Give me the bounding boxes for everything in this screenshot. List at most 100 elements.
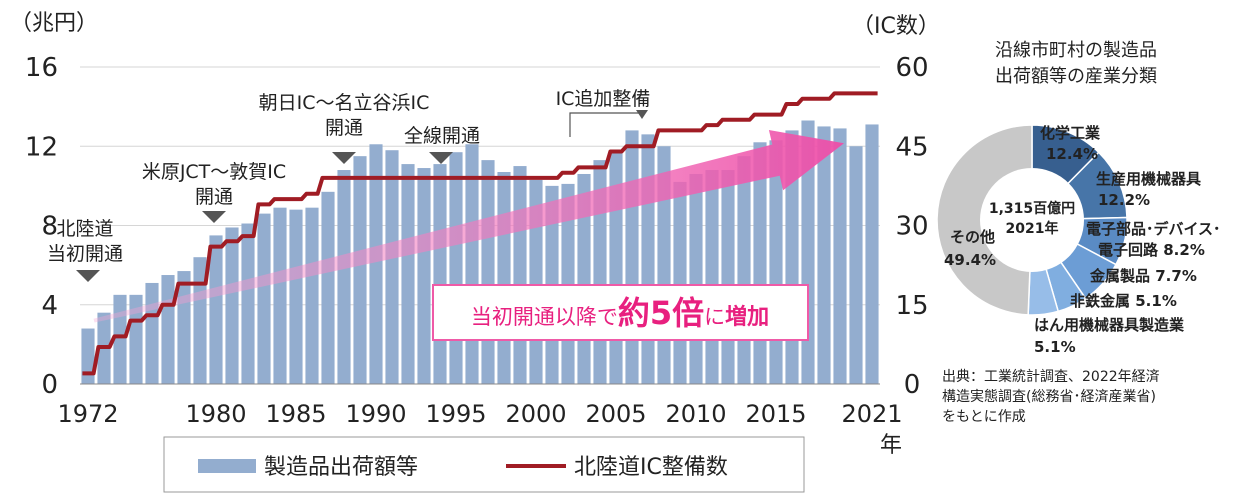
x-tick-label: 1985: [265, 400, 326, 428]
legend-bar-label: 製造品出荷額等: [264, 455, 418, 480]
x-axis-ticks: 1972 1980 1985 1990 1995 2000 2005 2010 2015 2021: [57, 400, 902, 428]
pie-value-chemical: 12.4%: [1046, 145, 1098, 163]
pie-title-line-2: 出荷額等の産業分類: [995, 66, 1157, 87]
left-axis-ticks: 0 4 8 12 16: [25, 53, 58, 400]
bar: [273, 207, 287, 384]
bar: [497, 172, 511, 384]
industry-pie-chart: 沿線市町村の製造品 出荷額等の産業分類 1,315百億円 2021年 化学工業 …: [936, 40, 1221, 425]
y-tick-right: 30: [895, 212, 928, 242]
bar: [225, 227, 239, 384]
bar: [161, 275, 175, 384]
x-tick-label: 1980: [185, 400, 246, 428]
x-axis-label: 年: [880, 433, 902, 458]
bar: [209, 235, 223, 384]
bar: [833, 128, 847, 384]
annotation-text: 米原JCT～敦賀IC: [142, 161, 286, 183]
trend-callout: 当初開通以降で約5倍に増加: [432, 284, 809, 341]
y-tick-right: 15: [895, 291, 928, 321]
bar: [465, 144, 479, 384]
y-tick-right: 60: [895, 53, 928, 83]
y-tick-left: 12: [25, 132, 58, 162]
x-tick-label: 2021: [841, 400, 902, 428]
annotation-text: 開通: [195, 186, 233, 208]
pie-center-total: 1,315百億円: [989, 200, 1075, 217]
y-tick-left: 16: [25, 53, 58, 83]
pie-label-production-machinery: 生産用機械器具: [1096, 170, 1201, 188]
bar: [433, 164, 447, 384]
trend-callout-text: 当初開通以降で約5倍に増加: [471, 294, 769, 332]
legend: 製造品出荷額等 北陸道IC整備数: [163, 436, 805, 493]
bar: [641, 134, 655, 384]
bar: [385, 150, 399, 384]
callout-emphasis: 約5倍: [618, 294, 704, 332]
y-tick-right: 45: [895, 132, 928, 162]
trend-arrow: [93, 130, 844, 323]
right-axis-ticks: 0 15 30 45 60: [895, 53, 928, 400]
pie-value-production-machinery: 12.2%: [1098, 191, 1150, 209]
bar: [817, 126, 831, 384]
bar: [673, 181, 687, 384]
source-note: 出典：工業統計調査、2022年経済 構造実態調査(総務省･経済産業省) をもとに…: [942, 369, 1160, 425]
x-tick-label: 1995: [425, 400, 486, 428]
x-tick-label: 2015: [745, 400, 806, 428]
pie-label-nonferrous: 非鉄金属 5.1%: [1070, 292, 1177, 310]
y-axis-label-left: （兆円）: [10, 11, 98, 36]
bar: [369, 144, 383, 384]
pie-center-year: 2021年: [1006, 220, 1059, 237]
legend-box: [163, 436, 805, 493]
legend-line-label: 北陸道IC整備数: [574, 455, 728, 480]
bar: [481, 160, 495, 384]
annotation-text: 開通: [325, 117, 363, 139]
annotation-marker: [76, 270, 100, 282]
annotation-text: IC追加整備: [556, 88, 651, 110]
annotation-text: 朝日IC～名立谷浜IC: [259, 92, 430, 114]
pie-value-other: 49.4%: [944, 251, 996, 269]
pie-label-other: その他: [950, 228, 995, 246]
bar: [129, 294, 143, 384]
pie-label-electronics-2: 電子回路 8.2%: [1098, 241, 1205, 259]
annotation-marker: [202, 211, 226, 223]
annotation-text: 全線開通: [404, 125, 480, 147]
pie-center-hole: [980, 168, 1084, 272]
bar: [257, 213, 271, 384]
source-line-3: をもとに作成: [942, 409, 1026, 425]
legend-bar-swatch: [198, 459, 256, 473]
bar: [865, 124, 879, 385]
bar: [705, 170, 719, 384]
bar: [625, 130, 639, 384]
annotation-text: 当初開通: [47, 243, 123, 265]
bar: [737, 156, 751, 384]
bar: [513, 166, 527, 384]
pie-labels: 化学工業 12.4% 生産用機械器具 12.2% 電子部品･デバイス･ 電子回路…: [944, 124, 1221, 356]
ic-addition-bracket: [569, 112, 640, 137]
source-line-1: 出典：工業統計調査、2022年経済: [942, 369, 1160, 385]
pie-value-general-machinery: 5.1%: [1034, 338, 1076, 356]
callout-particle: に: [704, 305, 725, 329]
x-tick-label: 2010: [665, 400, 726, 428]
annotation-marker: [429, 152, 453, 164]
annotation-marker: [332, 152, 356, 164]
pie-label-chemical: 化学工業: [1040, 124, 1101, 142]
callout-suffix: 増加: [725, 304, 769, 330]
x-tick-label: 1990: [345, 400, 406, 428]
pie-title-line-1: 沿線市町村の製造品: [995, 40, 1157, 61]
bar: [849, 146, 863, 384]
bar: [417, 168, 431, 384]
ic-count-line: [82, 91, 878, 376]
bar: [449, 152, 463, 384]
pie-label-electronics: 電子部品･デバイス･: [1086, 220, 1221, 238]
bar: [289, 209, 303, 384]
bar: [353, 156, 367, 384]
bar: [401, 164, 415, 384]
bar: [145, 282, 159, 384]
bar: [721, 170, 735, 384]
bar: [81, 328, 95, 384]
callout-prefix: 当初開通以降で: [471, 305, 618, 329]
x-tick-label: 2005: [585, 400, 646, 428]
pie-label-general-machinery: はん用機械器具製造業: [1034, 316, 1185, 334]
y-axis-label-right: （IC数）: [852, 14, 940, 39]
pie-label-metal-products: 金属製品 7.7%: [1089, 267, 1197, 285]
x-tick-label: 2000: [505, 400, 566, 428]
